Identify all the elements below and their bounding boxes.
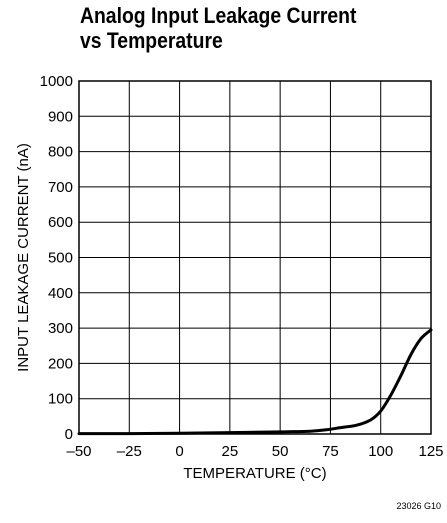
y-tick-label: 700	[48, 179, 73, 196]
chart-title: Analog Input Leakage Current vs Temperat…	[80, 3, 397, 53]
x-axis-label: TEMPERATURE (°C)	[183, 465, 326, 482]
x-tick-label: –25	[117, 443, 142, 460]
chart-title-line-2: vs Temperature	[80, 28, 223, 53]
x-tick-label: 100	[368, 443, 393, 460]
y-tick-label: 600	[48, 214, 73, 231]
y-tick-label: 800	[48, 144, 73, 161]
y-tick-label: 100	[48, 391, 73, 408]
y-tick-label: 900	[48, 108, 73, 125]
x-tick-label: 50	[272, 443, 289, 460]
y-tick-label: 0	[65, 426, 73, 443]
y-tick-label: 200	[48, 355, 73, 372]
x-tick-label: –50	[66, 443, 91, 460]
leakage-curve	[77, 328, 433, 436]
y-tick-label: 1000	[40, 73, 73, 90]
figure-code: 23026 G10	[396, 501, 441, 511]
y-tick-label: 400	[48, 285, 73, 302]
grid-lines	[79, 81, 431, 434]
x-tick-label: 0	[175, 443, 183, 460]
x-tick-label: 25	[222, 443, 239, 460]
plot-frame	[78, 80, 432, 435]
y-axis-label: INPUT LEAKAGE CURRENT (nA)	[15, 143, 32, 372]
x-tick-label: 75	[322, 443, 339, 460]
y-tick-label: 300	[48, 320, 73, 337]
y-tick-label: 500	[48, 250, 73, 267]
x-tick-labels: –50 –25 0 25 50 75 100 125	[66, 443, 443, 460]
chart-title-line-1: Analog Input Leakage Current	[80, 3, 357, 28]
x-tick-label: 125	[418, 443, 443, 460]
y-tick-labels: 0 100 200 300 400 500 600 700 800 900 1000	[40, 73, 73, 443]
